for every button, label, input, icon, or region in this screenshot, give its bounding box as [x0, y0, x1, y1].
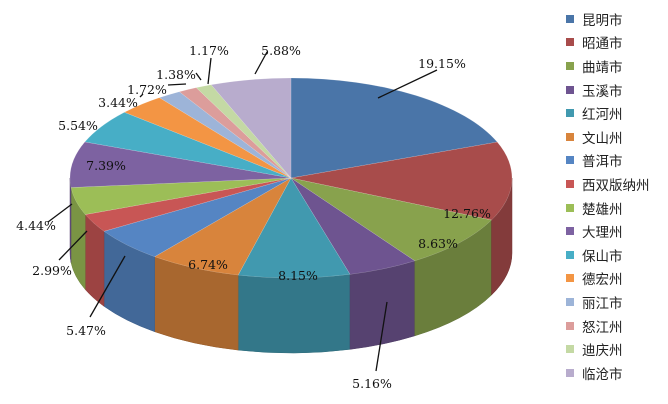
- leader-line-德宏州: [139, 93, 144, 98]
- legend-swatch: [566, 156, 574, 165]
- data-label-临沧市: 5.88%: [261, 43, 301, 58]
- data-label-普洱市: 5.47%: [66, 323, 106, 338]
- legend-swatch: [566, 203, 574, 212]
- legend-swatch: [566, 14, 574, 23]
- legend-swatch: [566, 321, 574, 330]
- data-label-红河州: 8.15%: [278, 268, 318, 283]
- legend-item: 玉溪市: [566, 78, 666, 102]
- leader-line-西双版纳州: [58, 230, 88, 261]
- legend-swatch: [566, 179, 574, 188]
- legend-label: 临沧市: [582, 366, 623, 383]
- legend-item: 德宏州: [566, 267, 666, 291]
- legend-label: 昆明市: [582, 12, 623, 29]
- legend-label: 红河州: [582, 107, 623, 124]
- legend-label: 文山州: [582, 130, 623, 147]
- data-labels: 19.15% 12.76% 8.63% 5.16% 8.15% 6.74% 5.47% 2.9…: [16, 43, 491, 391]
- pie-slice-玉溪市: [290, 177, 416, 275]
- legend-label: 德宏州: [582, 272, 623, 289]
- pie-slice-大理州: [69, 141, 292, 188]
- pie-slice-德宏州: [123, 97, 292, 179]
- pie-side-大理州: [69, 177, 72, 263]
- data-label-曲靖市: 8.63%: [418, 236, 458, 251]
- pie-slice-昭通市: [290, 141, 513, 221]
- legend-item: 文山州: [566, 125, 666, 149]
- legend-item: 普洱市: [566, 149, 666, 173]
- legend-label: 西双版纳州: [582, 177, 650, 194]
- legend-label: 保山市: [582, 248, 623, 265]
- legend-swatch: [566, 38, 574, 47]
- leader-line-玉溪市: [375, 301, 388, 372]
- pie-slice-保山市: [84, 112, 292, 179]
- legend-item: 大理州: [566, 219, 666, 243]
- pie-slice-临沧市: [210, 77, 292, 179]
- legend: 昆明市昭通市曲靖市玉溪市红河州文山州普洱市西双版纳州楚雄州大理州保山市德宏州丽江…: [566, 7, 666, 385]
- legend-swatch: [566, 297, 574, 306]
- leader-line-临沧市: [254, 51, 268, 75]
- pie-side-玉溪市: [349, 260, 416, 350]
- legend-swatch: [566, 109, 574, 118]
- legend-item: 楚雄州: [566, 196, 666, 220]
- data-label-保山市: 5.54%: [58, 118, 98, 133]
- pie-slice-楚雄州: [70, 177, 292, 215]
- leader-line-普洱市: [89, 255, 126, 318]
- leader-line-怒江州: [195, 72, 202, 81]
- leader-line-楚雄州: [47, 203, 73, 223]
- data-label-大理州: 7.39%: [86, 158, 126, 173]
- legend-item: 保山市: [566, 243, 666, 267]
- data-label-玉溪市: 5.16%: [352, 376, 392, 391]
- legend-label: 普洱市: [582, 154, 623, 171]
- data-label-楚雄州: 4.44%: [16, 218, 56, 233]
- legend-item: 曲靖市: [566, 54, 666, 78]
- legend-swatch: [566, 132, 574, 141]
- legend-swatch: [566, 61, 574, 70]
- legend-label: 大理州: [582, 225, 623, 242]
- data-label-文山州: 6.74%: [188, 257, 228, 272]
- data-label-昆明市: 19.15%: [418, 56, 466, 71]
- pie-side-红河州: [237, 274, 351, 354]
- legend-swatch: [566, 227, 574, 236]
- pie-slice-西双版纳州: [84, 177, 292, 232]
- pie-slice-昆明市: [290, 77, 498, 179]
- legend-swatch: [566, 274, 574, 283]
- legend-swatch: [566, 368, 574, 377]
- pie-slice-迪庆州: [195, 84, 292, 179]
- pie-slice-曲靖市: [290, 177, 492, 262]
- legend-label: 怒江州: [582, 319, 623, 336]
- legend-item: 昆明市: [566, 7, 666, 31]
- pie-slice-普洱市: [103, 177, 292, 257]
- legend-item: 迪庆州: [566, 337, 666, 361]
- legend-label: 昭通市: [582, 36, 623, 53]
- legend-item: 丽江市: [566, 290, 666, 314]
- legend-swatch: [566, 250, 574, 259]
- leader-lines: [47, 51, 438, 372]
- legend-label: 楚雄州: [582, 201, 623, 218]
- legend-label: 曲靖市: [582, 59, 623, 76]
- data-label-迪庆州: 1.17%: [189, 43, 229, 58]
- pie-slice-丽江市: [158, 91, 292, 179]
- legend-item: 昭通市: [566, 31, 666, 55]
- legend-label: 丽江市: [582, 295, 623, 312]
- data-label-怒江州: 1.38%: [156, 67, 196, 82]
- pie-sides: [69, 177, 513, 354]
- leader-line-迪庆州: [207, 57, 212, 85]
- leader-line-昆明市: [377, 69, 438, 99]
- leader-line-丽江市: [167, 83, 187, 86]
- data-label-丽江市: 1.72%: [127, 82, 167, 97]
- legend-item: 红河州: [566, 101, 666, 125]
- pie-slice-红河州: [237, 177, 351, 279]
- pie-slice-怒江州: [178, 87, 292, 179]
- data-label-西双版纳州: 2.99%: [32, 263, 72, 278]
- legend-label: 玉溪市: [582, 83, 623, 100]
- legend-label: 迪庆州: [582, 343, 623, 360]
- legend-item: 怒江州: [566, 314, 666, 338]
- pie-slice-文山州: [154, 177, 292, 276]
- legend-swatch: [566, 345, 574, 354]
- legend-item: 临沧市: [566, 361, 666, 385]
- data-label-昭通市: 12.76%: [443, 206, 491, 221]
- pie-tops: [69, 77, 513, 279]
- legend-item: 西双版纳州: [566, 172, 666, 196]
- legend-swatch: [566, 85, 574, 94]
- data-label-德宏州: 3.44%: [98, 95, 138, 110]
